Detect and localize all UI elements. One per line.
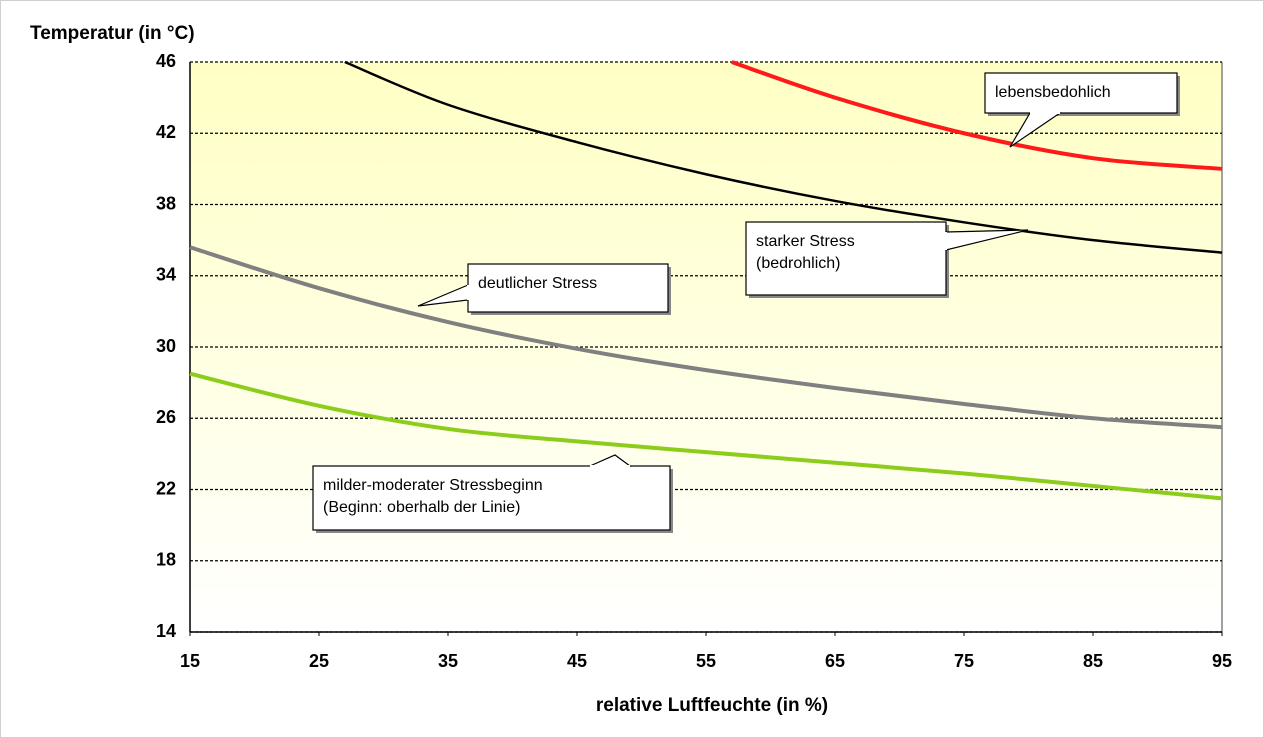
- callout-text: (bedrohlich): [756, 255, 840, 272]
- x-tick-label: 85: [1083, 651, 1103, 671]
- x-tick-label: 15: [180, 651, 200, 671]
- callout-text: deutlicher Stress: [478, 275, 597, 292]
- x-tick-label: 55: [696, 651, 716, 671]
- y-tick-label: 42: [156, 122, 176, 142]
- callout-text: lebensbedohlich: [995, 84, 1111, 101]
- callout: deutlicher Stress: [417, 263, 671, 315]
- y-tick-label: 34: [156, 265, 176, 285]
- x-tick-label: 95: [1212, 651, 1232, 671]
- callout-text: starker Stress: [756, 233, 855, 250]
- line-series: [189, 371, 1223, 501]
- callout-box: [312, 465, 671, 531]
- y-tick-label: 18: [156, 550, 176, 570]
- callout-text: (Beginn: oberhalb der Linie): [323, 499, 520, 516]
- x-tick-label: 65: [825, 651, 845, 671]
- y-tick-label: 26: [156, 407, 176, 427]
- callout-box: [745, 221, 947, 296]
- callout-box: [984, 72, 1178, 114]
- line-series: [344, 60, 1223, 254]
- y-tick-label: 14: [156, 621, 176, 641]
- callout: milder-moderater Stressbeginn (Beginn: ob…: [312, 454, 673, 533]
- y-tick-label: 46: [156, 51, 176, 71]
- x-tick-label: 35: [438, 651, 458, 671]
- callout: starker Stress (bedrohlich): [745, 221, 1029, 298]
- x-tick-label: 75: [954, 651, 974, 671]
- callout: lebensbedohlich: [984, 72, 1180, 148]
- x-tick-label: 45: [567, 651, 587, 671]
- x-axis-label: relative Luftfeuchte (in %): [596, 695, 828, 716]
- y-tick-label: 38: [156, 193, 176, 213]
- x-tick-label: 25: [309, 651, 329, 671]
- y-tick-label: 22: [156, 478, 176, 498]
- callout-text: milder-moderater Stressbeginn: [323, 477, 543, 494]
- line-series: [189, 245, 1223, 430]
- line-series: [731, 60, 1223, 171]
- y-tick-label: 30: [156, 336, 176, 356]
- chart-title: Temperatur (in °C): [30, 23, 195, 44]
- callout-box: [467, 263, 669, 313]
